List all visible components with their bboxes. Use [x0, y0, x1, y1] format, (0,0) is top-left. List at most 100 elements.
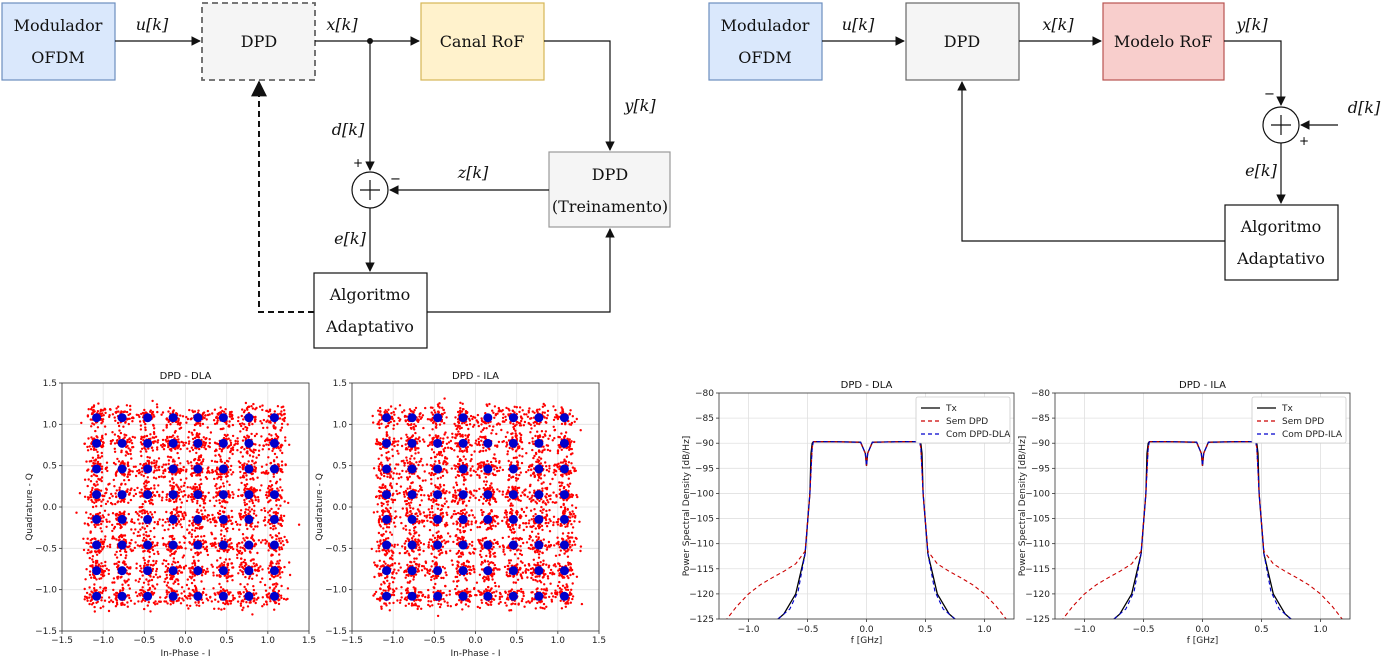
received-symbol	[93, 587, 96, 590]
received-symbol	[95, 561, 99, 564]
received-symbol	[444, 585, 447, 588]
received-symbol	[167, 410, 170, 413]
received-symbol	[273, 426, 276, 430]
received-symbol	[97, 402, 100, 405]
received-symbol	[126, 605, 129, 608]
received-symbol	[280, 546, 283, 549]
received-symbol	[176, 560, 180, 564]
y-tick-label: −0.5	[325, 544, 347, 554]
ideal-symbol	[143, 540, 153, 550]
received-symbol	[241, 541, 244, 544]
received-symbol	[391, 581, 395, 584]
received-symbol	[379, 565, 383, 568]
received-symbol	[255, 456, 258, 459]
received-symbol	[124, 550, 127, 553]
received-symbol	[187, 532, 191, 535]
received-symbol	[170, 435, 173, 439]
received-symbol	[172, 481, 175, 484]
received-symbol	[191, 516, 194, 519]
signal-z-label: z[k]	[457, 163, 489, 182]
received-symbol	[393, 562, 397, 565]
received-symbol	[225, 589, 229, 592]
received-symbol	[398, 491, 401, 495]
received-symbol	[129, 408, 132, 411]
received-symbol	[223, 534, 226, 538]
received-symbol	[243, 549, 247, 552]
received-symbol	[243, 585, 246, 589]
received-symbol	[139, 588, 142, 592]
received-symbol	[382, 589, 385, 592]
received-symbol	[246, 408, 249, 411]
received-symbol	[265, 443, 268, 446]
received-symbol	[392, 498, 395, 502]
received-symbol	[263, 509, 267, 513]
received-symbol	[182, 469, 185, 472]
received-symbol	[410, 481, 413, 485]
received-symbol	[203, 444, 207, 447]
received-symbol	[87, 478, 90, 481]
received-symbol	[252, 487, 256, 490]
received-symbol	[151, 564, 155, 567]
received-symbol	[168, 480, 172, 483]
received-symbol	[239, 470, 242, 474]
received-symbol	[183, 481, 186, 485]
received-symbol	[410, 537, 414, 540]
received-symbol	[251, 501, 255, 505]
received-symbol	[112, 461, 116, 465]
received-symbol	[118, 437, 121, 440]
received-symbol	[392, 593, 396, 597]
received-symbol	[227, 491, 230, 494]
received-symbol	[190, 581, 194, 585]
received-symbol	[196, 508, 199, 511]
received-symbol	[169, 423, 172, 426]
received-symbol	[445, 457, 449, 460]
received-symbol	[219, 586, 223, 589]
received-symbol	[404, 524, 407, 528]
received-symbol	[265, 600, 268, 604]
received-symbol	[138, 522, 141, 525]
received-symbol	[398, 601, 402, 604]
received-symbol	[244, 401, 248, 405]
received-symbol	[430, 565, 433, 568]
received-symbol	[390, 412, 393, 415]
y-tick-label: −1.0	[325, 586, 347, 596]
received-symbol	[422, 519, 425, 523]
received-symbol	[142, 556, 145, 560]
received-symbol	[193, 538, 196, 541]
received-symbol	[191, 588, 195, 592]
received-symbol	[122, 538, 126, 541]
received-symbol	[288, 561, 291, 564]
received-symbol	[131, 416, 134, 419]
received-symbol	[413, 560, 416, 563]
received-symbol	[136, 544, 139, 547]
received-symbol	[181, 415, 185, 418]
received-symbol	[226, 501, 229, 504]
received-symbol	[118, 511, 122, 514]
received-symbol	[157, 484, 160, 487]
received-symbol	[191, 562, 194, 565]
received-symbol	[272, 475, 275, 478]
received-symbol	[156, 522, 159, 526]
received-symbol	[281, 540, 284, 543]
received-symbol	[99, 527, 102, 530]
received-symbol	[421, 464, 424, 467]
received-symbol	[153, 527, 156, 530]
received-symbol	[137, 518, 140, 521]
received-symbol	[158, 495, 161, 498]
received-symbol	[95, 480, 99, 483]
received-symbol	[413, 409, 416, 412]
received-symbol	[95, 505, 98, 508]
received-symbol	[179, 518, 183, 521]
received-symbol	[100, 568, 104, 572]
received-symbol	[410, 427, 413, 430]
y-tick-label: 0.0	[43, 503, 58, 513]
received-symbol	[410, 561, 413, 564]
received-symbol	[162, 444, 166, 447]
received-symbol	[410, 410, 414, 413]
received-symbol	[141, 522, 144, 525]
received-symbol	[405, 502, 408, 506]
received-symbol	[116, 421, 120, 425]
received-symbol	[87, 542, 90, 545]
received-symbol	[274, 534, 278, 537]
received-symbol	[183, 590, 186, 593]
